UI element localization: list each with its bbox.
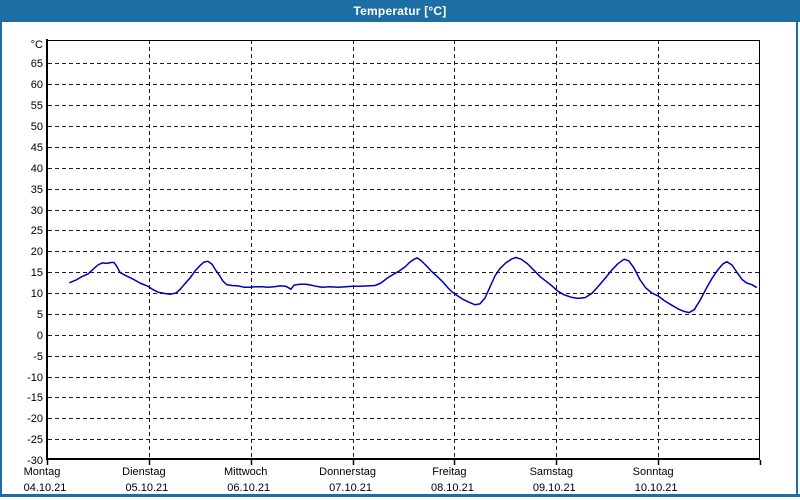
y-tick-label: -5 (33, 351, 43, 363)
day-date-label: 04.10.21 (24, 482, 67, 494)
chart-frame (46, 39, 760, 460)
y-tick-label: 55 (31, 100, 43, 112)
y-tick-label: 20 (31, 246, 43, 258)
y-tick-label: 40 (31, 163, 43, 175)
y-tick-label: 10 (31, 288, 43, 300)
day-date-label: 10.10.21 (635, 482, 678, 494)
window-border-left (0, 22, 2, 497)
x-gridlines (149, 40, 659, 460)
y-axis-labels: °C65605550454035302520151050-5-10-15-20-… (27, 39, 43, 467)
day-date-label: 06.10.21 (227, 482, 270, 494)
y-tick-label: -30 (27, 455, 43, 467)
x-ticks (46, 460, 762, 465)
y-tick-label: 5 (37, 309, 43, 321)
y-tick-label: 65 (31, 58, 43, 70)
y-tick-label: 25 (31, 225, 43, 237)
day-date-label: 08.10.21 (431, 482, 474, 494)
y-tick-label: 50 (31, 121, 43, 133)
y-axis-unit: °C (31, 39, 43, 51)
day-name-label: Montag (24, 466, 61, 478)
day-name-label: Sonntag (633, 466, 674, 478)
day-name-label: Freitag (432, 466, 466, 478)
y-tick-label: 35 (31, 184, 43, 196)
y-tick-label: 45 (31, 142, 43, 154)
y-tick-label: 30 (31, 205, 43, 217)
temperature-line (69, 256, 757, 314)
y-tick-label: 60 (31, 79, 43, 91)
day-date-label: 05.10.21 (125, 482, 168, 494)
temperature-chart: °C 65 60 55 50 45 40 35 30 25 20 15 10 5 0 -5 -10 -15 -20-… (2, 22, 796, 494)
day-date-label: 07.10.21 (329, 482, 372, 494)
y-tick-label: 15 (31, 267, 43, 279)
y-tick-label: -20 (27, 413, 43, 425)
day-date-label: 09.10.21 (533, 482, 576, 494)
y-tick-label: -15 (27, 392, 43, 404)
window-border-bottom (0, 494, 800, 497)
day-name-label: Donnerstag (319, 466, 376, 478)
day-name-label: Mittwoch (224, 466, 267, 478)
day-name-label: Samstag (530, 466, 573, 478)
window-border-right (796, 22, 798, 497)
window-titlebar[interactable]: Temperatur [°C] (0, 0, 800, 22)
y-tick-label: -25 (27, 434, 43, 446)
window-title: Temperatur [°C] (353, 4, 447, 18)
y-gridlines (48, 63, 760, 440)
chart-canvas: °C65605550454035302520151050-5-10-15-20-… (24, 39, 762, 494)
day-name-label: Dienstag (122, 466, 165, 478)
y-tick-label: 0 (37, 330, 43, 342)
x-axis-labels: Montag 04.10.21 Dienstag 05.10.21 Mittwoch 06… (24, 466, 678, 494)
y-tick-label: -10 (27, 372, 43, 384)
